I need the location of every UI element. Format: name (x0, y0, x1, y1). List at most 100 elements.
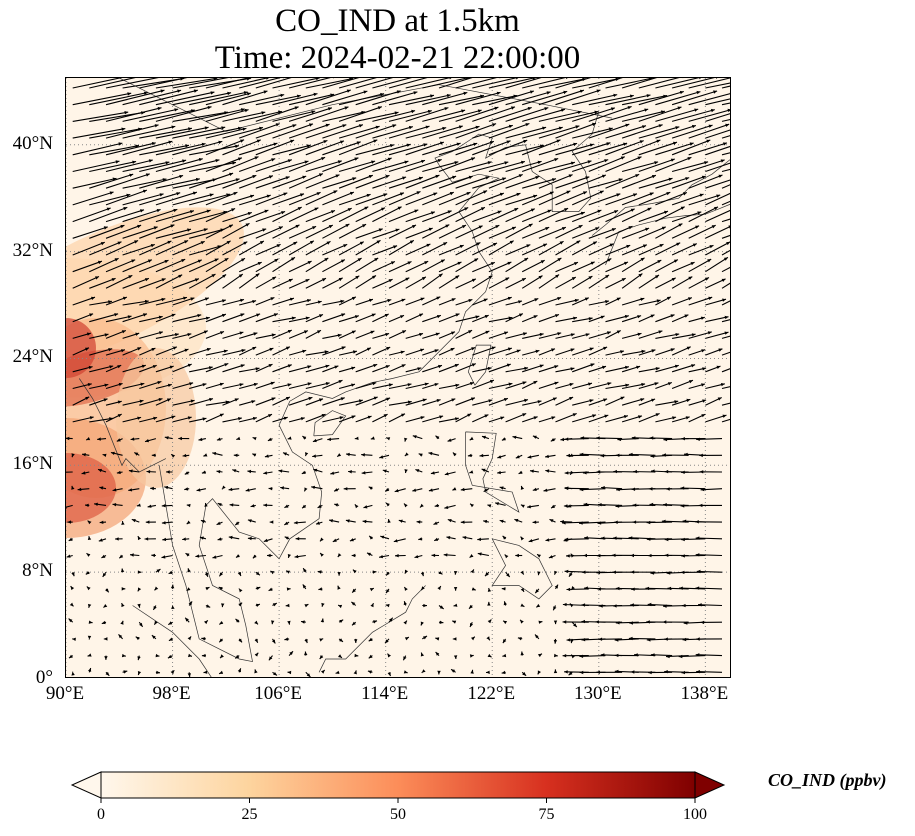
wind-arrow-shaft (205, 349, 228, 356)
wind-arrow-head (666, 654, 670, 659)
wind-arrow-head (242, 127, 247, 131)
wind-arrow-shaft (705, 129, 730, 139)
wind-arrow-head (171, 454, 176, 458)
wind-arrow-head (303, 568, 307, 573)
wind-arrow-shaft (572, 159, 609, 173)
wind-arrow-head (539, 364, 544, 368)
wind-arrow-head (537, 160, 542, 164)
wind-arrow-head (270, 571, 275, 575)
wind-arrow-head (106, 207, 111, 211)
wind-arrow-head (471, 347, 476, 351)
wind-arrow-shaft (438, 78, 473, 89)
wind-arrow-head (87, 635, 92, 640)
wind-arrow-shaft (521, 209, 552, 223)
wind-arrow-head (495, 225, 500, 229)
wind-arrow-head (439, 415, 444, 419)
wind-arrow-shaft (438, 109, 482, 122)
wind-arrow-shaft (155, 239, 189, 256)
wind-arrow-head (119, 554, 124, 559)
lat-tick-label: 24°N (12, 346, 53, 368)
wind-arrow-shaft (355, 193, 388, 206)
wind-arrow-shaft (188, 273, 216, 289)
wind-arrow-head (577, 110, 582, 114)
wind-arrow-shaft (455, 315, 480, 323)
wind-arrow-head (339, 638, 343, 642)
wind-arrow-head (351, 330, 356, 334)
wind-arrow-head (420, 297, 425, 301)
wind-arrow-head (436, 399, 441, 403)
wind-arrow-head (680, 486, 685, 490)
wind-arrow-head (528, 539, 533, 543)
wind-arrow-head (293, 241, 298, 246)
wind-arrow-shaft (388, 190, 421, 206)
wind-arrow-head (724, 315, 729, 320)
wind-arrow-head (88, 620, 93, 624)
wind-arrow-shaft (621, 273, 643, 289)
wind-arrow-head (654, 161, 659, 165)
wind-arrow-head (504, 331, 508, 335)
wind-arrow-head (311, 110, 316, 114)
wind-arrow-head (641, 382, 646, 387)
wind-arrow-shaft (622, 350, 646, 356)
wind-arrow-head (527, 505, 531, 509)
wind-arrow-head (283, 192, 288, 196)
wind-arrow-head (716, 365, 721, 369)
wind-arrow-shaft (655, 191, 688, 206)
wind-arrow-shaft (372, 78, 412, 89)
wind-arrow-head (216, 437, 221, 441)
wind-arrow-head (661, 226, 666, 230)
wind-arrow-head (189, 382, 194, 386)
wind-arrow-shaft (272, 78, 320, 89)
wind-arrow-head (666, 571, 671, 575)
wind-arrow-head (638, 273, 643, 278)
wind-arrow-head (278, 226, 283, 230)
wind-arrow-head (352, 569, 357, 574)
wind-arrow-head (352, 177, 357, 181)
wind-arrow-shaft (239, 78, 281, 89)
wind-arrow-shaft (472, 379, 495, 390)
wind-arrow-head (646, 620, 650, 624)
wind-arrow-head (655, 275, 659, 279)
wind-arrow-head (690, 262, 695, 266)
wind-arrow-head (105, 671, 110, 676)
wind-arrow-head (451, 398, 456, 402)
coastline (491, 538, 553, 600)
wind-arrow-shaft (605, 108, 649, 122)
wind-arrow-head (430, 94, 434, 98)
wind-arrow-head (231, 208, 236, 212)
wind-arrow-head (620, 350, 624, 354)
wind-arrow-head (597, 503, 602, 507)
wind-arrow-head (154, 586, 159, 591)
wind-arrow-head (487, 588, 492, 592)
wind-arrow-head (256, 586, 261, 590)
wind-arrow-head (721, 278, 726, 282)
wind-arrow-head (551, 504, 555, 509)
wind-arrow-head (377, 106, 382, 110)
wind-arrow-head (158, 398, 163, 402)
wind-arrow-head (387, 157, 392, 161)
wind-arrow-head (340, 259, 345, 263)
wind-arrow-shaft (721, 368, 730, 373)
wind-arrow-shaft (472, 177, 507, 189)
wind-arrow-head (319, 398, 323, 402)
wind-arrow-head (554, 365, 559, 369)
wind-arrow-head (424, 382, 429, 386)
wind-arrow-shaft (588, 123, 630, 139)
wind-arrow-shaft (122, 277, 150, 289)
wind-arrow-shaft (472, 192, 504, 206)
wind-arrow-head (427, 109, 432, 114)
wind-arrow-head (438, 364, 442, 369)
wind-arrow-head (392, 124, 397, 128)
wind-arrow-head (562, 521, 566, 525)
wind-arrow-shaft (72, 313, 94, 323)
wind-arrow-head (578, 225, 583, 229)
wind-arrow-head (270, 381, 275, 385)
wind-arrow-shaft (139, 144, 190, 156)
wind-arrow-head (219, 621, 224, 625)
wind-arrow-shaft (438, 125, 480, 139)
wind-arrow-shaft (697, 604, 723, 607)
wind-arrow-head (171, 415, 176, 419)
wind-arrow-shaft (505, 175, 540, 189)
wind-arrow-head (341, 313, 346, 317)
wind-arrow-head (532, 520, 537, 524)
